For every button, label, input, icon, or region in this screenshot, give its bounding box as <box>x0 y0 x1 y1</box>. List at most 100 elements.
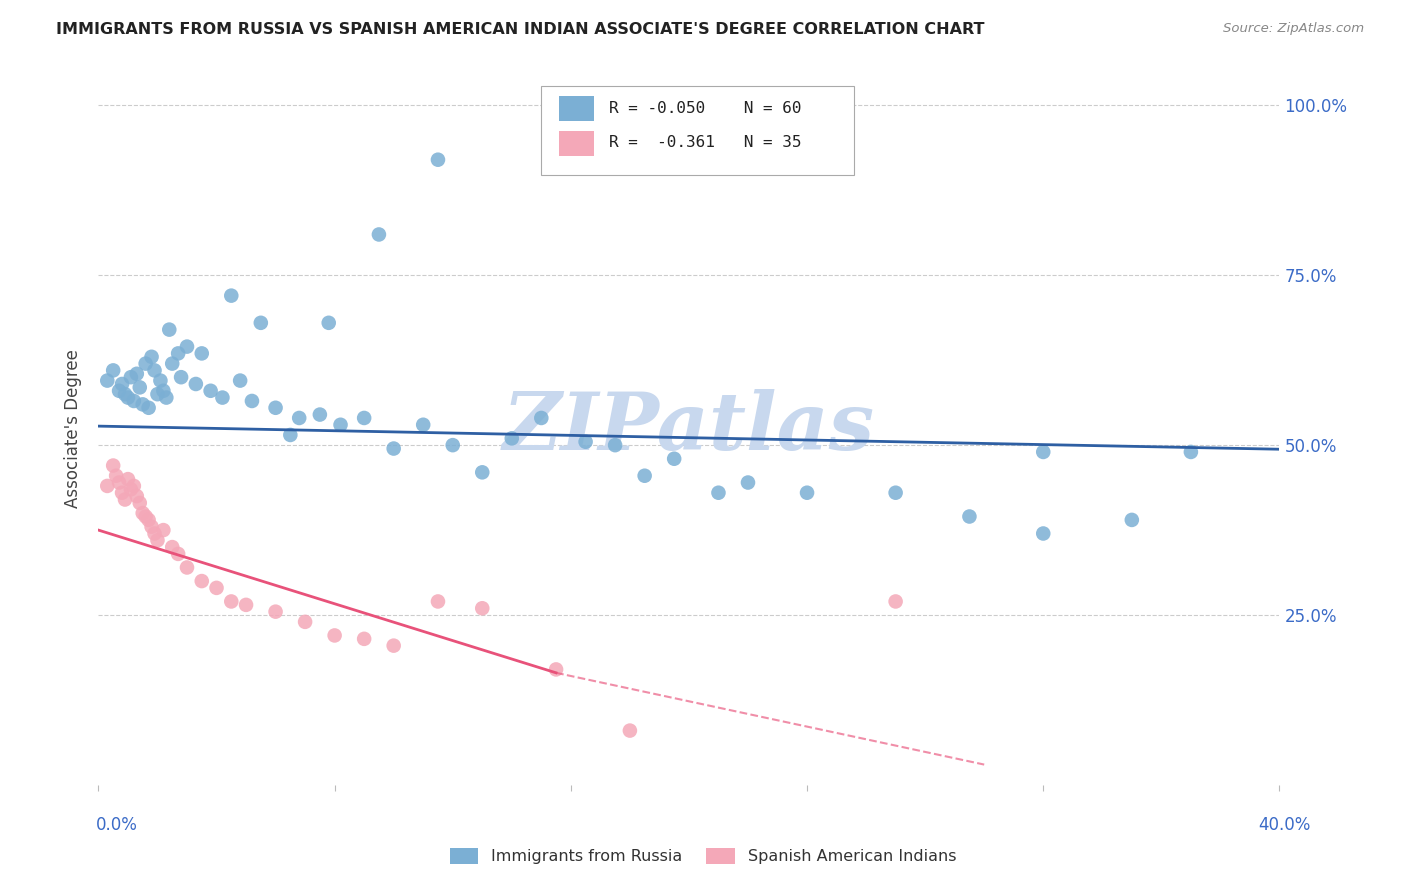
Point <box>264 605 287 619</box>
Point <box>205 581 228 595</box>
Point <box>318 316 340 330</box>
Point <box>143 526 166 541</box>
Point <box>1180 445 1202 459</box>
Point <box>619 723 641 738</box>
Point <box>103 458 125 473</box>
Text: 0.0%: 0.0% <box>96 816 138 834</box>
Point <box>132 506 155 520</box>
Point <box>382 639 405 653</box>
Point <box>167 346 190 360</box>
Point <box>368 227 391 242</box>
Point <box>96 374 118 388</box>
Point <box>353 632 375 646</box>
Point <box>250 316 273 330</box>
Point <box>323 628 346 642</box>
Point <box>157 323 180 337</box>
Point <box>501 431 523 445</box>
Point <box>125 367 148 381</box>
Point <box>103 363 125 377</box>
Text: R =  -0.361   N = 35: R = -0.361 N = 35 <box>609 136 801 150</box>
Point <box>427 153 450 167</box>
Text: 40.0%: 40.0% <box>1258 816 1310 834</box>
Point <box>288 411 311 425</box>
Point <box>191 346 214 360</box>
Point <box>264 401 287 415</box>
Point <box>170 370 193 384</box>
FancyBboxPatch shape <box>541 86 855 175</box>
Point <box>707 485 730 500</box>
Point <box>546 662 568 676</box>
Point <box>737 475 759 490</box>
Point <box>152 523 174 537</box>
Point <box>162 357 183 371</box>
Point <box>108 384 131 398</box>
Point <box>138 513 160 527</box>
Point <box>530 411 553 425</box>
Point <box>211 391 233 405</box>
Point <box>176 340 198 354</box>
Point <box>412 417 434 432</box>
Text: IMMIGRANTS FROM RUSSIA VS SPANISH AMERICAN INDIAN ASSOCIATE'S DEGREE CORRELATION: IMMIGRANTS FROM RUSSIA VS SPANISH AMERIC… <box>56 22 984 37</box>
Point <box>329 417 352 432</box>
Point <box>427 594 450 608</box>
Point <box>353 411 375 425</box>
Point <box>122 479 145 493</box>
Point <box>634 468 657 483</box>
Point <box>114 387 136 401</box>
Point <box>184 376 207 391</box>
Point <box>114 492 136 507</box>
Text: Source: ZipAtlas.com: Source: ZipAtlas.com <box>1223 22 1364 36</box>
Point <box>294 615 316 629</box>
Point <box>146 533 169 548</box>
Point <box>471 466 494 480</box>
Point <box>309 408 332 422</box>
Text: R = -0.050    N = 60: R = -0.050 N = 60 <box>609 101 801 116</box>
Point <box>471 601 494 615</box>
Point <box>1121 513 1143 527</box>
Point <box>149 374 172 388</box>
Point <box>155 391 177 405</box>
Point <box>128 496 150 510</box>
Point <box>120 483 142 497</box>
Point <box>141 519 163 533</box>
Point <box>167 547 190 561</box>
Point <box>441 438 464 452</box>
Point <box>117 472 139 486</box>
Point <box>138 401 160 415</box>
Point <box>111 485 134 500</box>
Point <box>117 391 139 405</box>
FancyBboxPatch shape <box>560 96 595 121</box>
Point <box>125 489 148 503</box>
Point <box>884 594 907 608</box>
Point <box>135 509 157 524</box>
Point <box>105 468 128 483</box>
Point <box>1032 445 1054 459</box>
Point <box>235 598 257 612</box>
Point <box>143 363 166 377</box>
Point <box>382 442 405 456</box>
Point <box>229 374 252 388</box>
Point <box>176 560 198 574</box>
Point <box>122 394 145 409</box>
Point <box>221 594 243 608</box>
Point <box>884 485 907 500</box>
Point <box>96 479 118 493</box>
Point <box>575 434 598 449</box>
Point <box>280 428 302 442</box>
Point <box>796 485 818 500</box>
Point <box>135 357 157 371</box>
Point <box>128 380 150 394</box>
Point <box>120 370 142 384</box>
Point <box>959 509 981 524</box>
Point <box>108 475 131 490</box>
Point <box>152 384 174 398</box>
Point <box>605 438 627 452</box>
Legend: Immigrants from Russia, Spanish American Indians: Immigrants from Russia, Spanish American… <box>443 841 963 871</box>
Point <box>162 540 183 554</box>
Text: ZIPatlas: ZIPatlas <box>503 390 875 467</box>
Point <box>221 288 243 302</box>
Point <box>132 397 155 411</box>
Point <box>200 384 222 398</box>
Point <box>141 350 163 364</box>
Point <box>146 387 169 401</box>
